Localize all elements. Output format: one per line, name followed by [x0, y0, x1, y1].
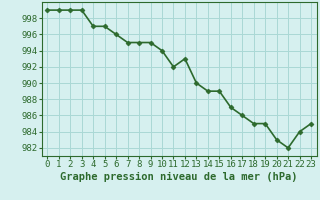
X-axis label: Graphe pression niveau de la mer (hPa): Graphe pression niveau de la mer (hPa) — [60, 172, 298, 182]
